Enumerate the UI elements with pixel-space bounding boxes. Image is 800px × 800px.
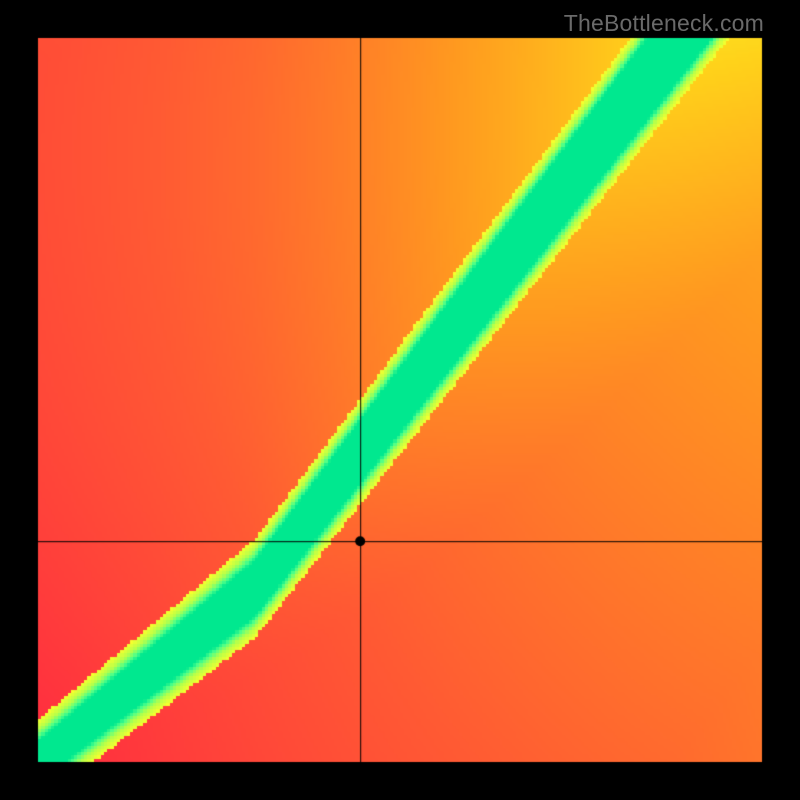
bottleneck-heatmap xyxy=(0,0,800,800)
watermark-text: TheBottleneck.com xyxy=(564,10,764,37)
chart-container: TheBottleneck.com xyxy=(0,0,800,800)
